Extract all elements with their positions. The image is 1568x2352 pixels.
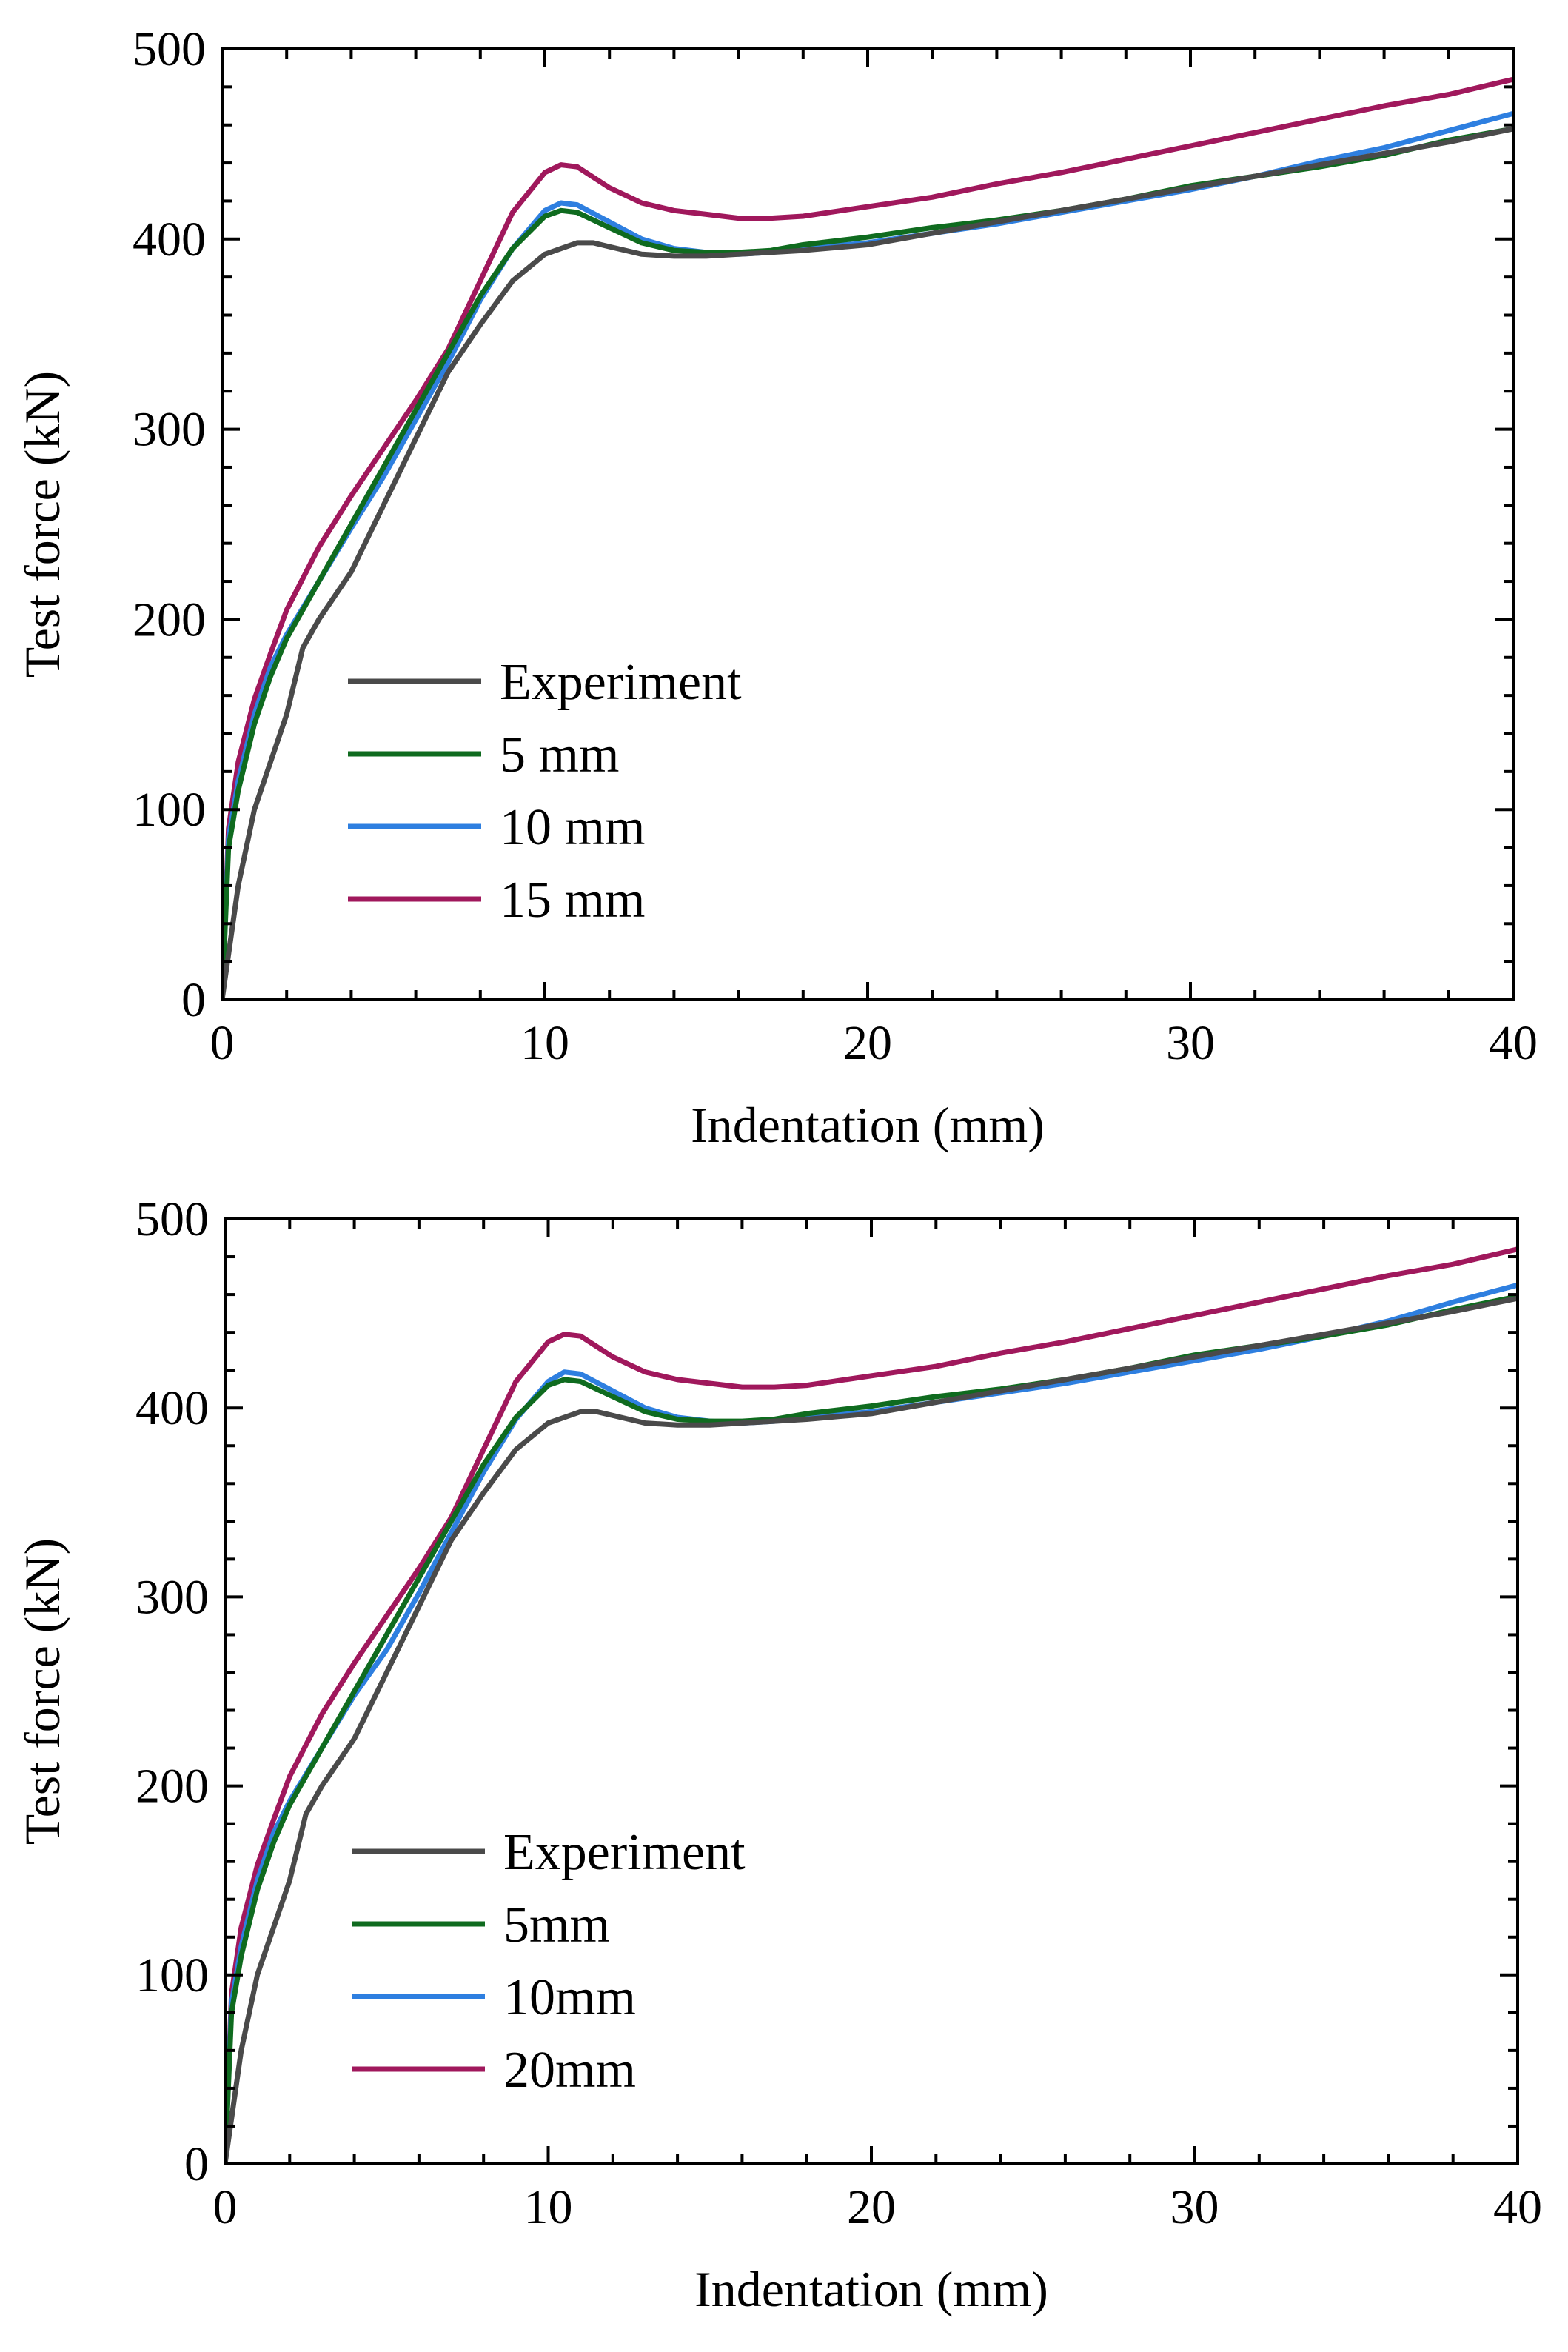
plot-frame (224, 1217, 1519, 2165)
y-axis-label: Test force (kN) (14, 1538, 70, 1845)
y-tick-label: 0 (181, 973, 206, 1027)
y-tick-label: 200 (135, 1760, 209, 1814)
series-line-experiment (225, 1295, 1518, 2164)
legend: Experiment 5 mm 10 mm 15 mm (348, 654, 742, 929)
series-line-10mm (225, 1282, 1518, 2164)
legend-label: 15 mm (500, 872, 645, 929)
series-line-5mm (225, 1294, 1518, 2164)
x-tick-label: 40 (1489, 1016, 1538, 1070)
legend-label: Experiment (500, 654, 742, 711)
legend-label: 20mm (503, 2042, 636, 2099)
legend: Experiment 5mm 10mm 20mm (352, 1824, 746, 2099)
legend-label: 10mm (503, 1969, 636, 2026)
series-lines (222, 76, 1513, 1000)
x-tick-label: 30 (1170, 2180, 1219, 2234)
x-tick-label: 0 (210, 1016, 235, 1070)
x-axis-label: Indentation (mm) (694, 2261, 1048, 2317)
y-tick-label: 300 (133, 403, 206, 457)
x-tick-label: 10 (524, 2180, 573, 2234)
series-lines (225, 1246, 1518, 2164)
x-tick-label: 20 (847, 2180, 896, 2234)
y-tick-label: 500 (135, 1192, 209, 1246)
x-tick-label: 20 (843, 1016, 892, 1070)
x-tick-label: 30 (1166, 1016, 1215, 1070)
legend-label: Experiment (503, 1824, 746, 1881)
y-tick-label: 500 (133, 22, 206, 76)
x-axis-label: Indentation (mm) (691, 1097, 1045, 1153)
legend-label: 5mm (503, 1897, 610, 1954)
legend-label: 5 mm (500, 726, 619, 784)
series-line-15mm (222, 76, 1513, 1000)
series-line-experiment (222, 126, 1513, 1000)
y-tick-label: 100 (135, 1948, 209, 2002)
x-tick-label: 10 (520, 1016, 569, 1070)
x-tick-label: 40 (1493, 2180, 1542, 2234)
y-tick-label: 100 (133, 783, 206, 837)
y-tick-label: 200 (133, 592, 206, 647)
legend-label: 10 mm (500, 799, 645, 856)
series-line-5mm (222, 126, 1513, 1000)
y-tick-label: 400 (133, 213, 206, 267)
y-tick-label: 400 (135, 1381, 209, 1435)
y-tick-label: 0 (184, 2137, 209, 2191)
y-tick-label: 300 (135, 1570, 209, 1624)
x-tick-label: 0 (213, 2180, 238, 2234)
plot-frame (221, 47, 1515, 1001)
y-axis-label: Test force (kN) (14, 371, 70, 678)
series-line-20mm (225, 1246, 1518, 2164)
